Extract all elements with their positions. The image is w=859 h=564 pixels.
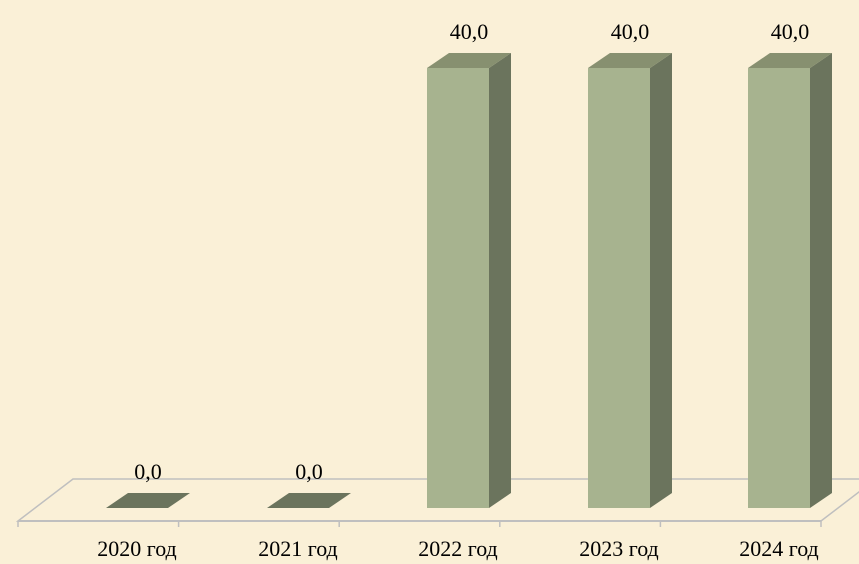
- bar: [748, 53, 832, 508]
- bar-side: [489, 53, 511, 508]
- bar: [427, 53, 511, 508]
- bar-front: [748, 68, 810, 508]
- bar-side: [810, 53, 832, 508]
- x-tick-label: 2023 год: [579, 536, 659, 561]
- bar-top: [267, 493, 351, 508]
- x-tick-label: 2021 год: [258, 536, 338, 561]
- bar: [267, 493, 351, 508]
- data-label: 0,0: [295, 459, 323, 484]
- bar-front: [427, 68, 489, 508]
- bar: [588, 53, 672, 508]
- x-tick-label: 2024 год: [739, 536, 819, 561]
- data-label: 40,0: [611, 19, 650, 44]
- bar-front: [588, 68, 650, 508]
- bar-side: [650, 53, 672, 508]
- bar: [106, 493, 190, 508]
- bar-top: [748, 53, 832, 68]
- x-tick-label: 2022 год: [418, 536, 498, 561]
- x-tick-label: 2020 год: [97, 536, 177, 561]
- bar-top: [588, 53, 672, 68]
- data-label: 40,0: [450, 19, 489, 44]
- bar-top: [106, 493, 190, 508]
- data-label: 0,0: [134, 459, 162, 484]
- data-label: 40,0: [771, 19, 810, 44]
- bar-top: [427, 53, 511, 68]
